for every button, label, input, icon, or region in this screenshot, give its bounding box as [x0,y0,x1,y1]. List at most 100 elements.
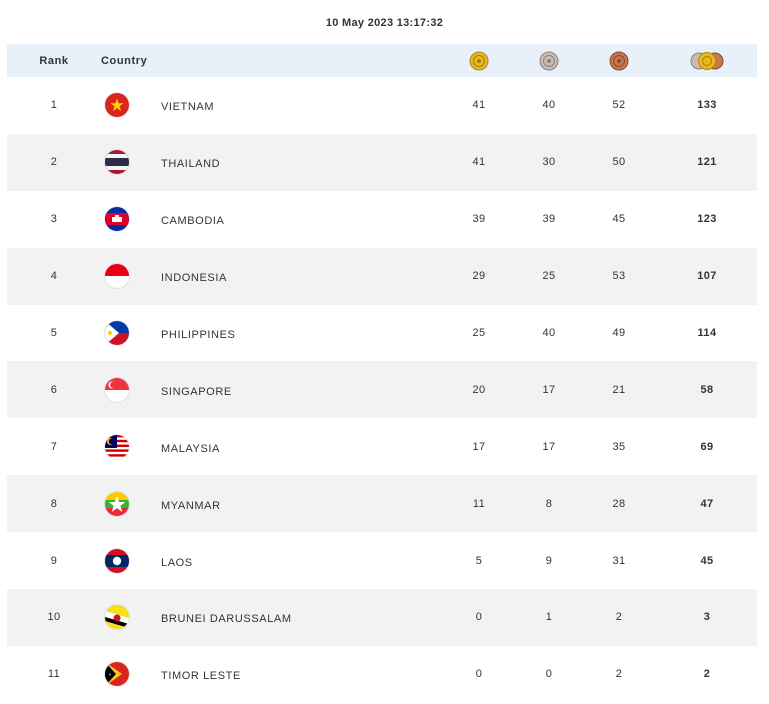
table-header: Rank Country [7,44,757,77]
total-count: 45 [700,554,714,567]
rank-header[interactable]: Rank [39,54,69,67]
country-name[interactable]: SINGAPORE [161,385,232,398]
table-row[interactable]: 9 LAOS 5 9 31 45 [7,532,757,589]
gold-count: 0 [475,611,483,624]
bronze-count: 2 [615,611,623,624]
gold-count: 20 [472,383,486,396]
gold-count: 0 [475,668,483,681]
country-header[interactable]: Country [101,54,148,67]
table-row[interactable]: 2 THAILAND 41 30 50 121 [7,133,757,191]
gold-count: 11 [472,497,486,510]
gold-count: 41 [472,156,486,169]
table-row[interactable]: 1 VIETNAM 41 40 52 133 [7,77,757,134]
total-count: 133 [697,99,717,112]
silver-count: 17 [542,383,556,396]
flag-cell [101,361,161,418]
gold-count: 39 [472,213,486,226]
bronze-count: 52 [612,99,626,112]
flag-cell [101,589,161,646]
gold-header[interactable] [441,44,517,77]
gold-count: 5 [475,554,483,567]
thailand-flag-icon [105,150,129,175]
bronze-count: 53 [612,270,626,283]
bronze-count: 45 [612,213,626,226]
silver-count: 9 [545,554,553,567]
rank-cell: 11 [47,668,61,681]
rank-cell: 8 [50,497,58,510]
indonesia-flag-icon [105,264,129,289]
country-name[interactable]: THAILAND [161,158,221,171]
timor-leste-flag-icon [105,662,129,687]
silver-header[interactable] [517,44,581,77]
flag-cell [101,77,161,134]
country-name[interactable]: MYANMAR [161,499,221,512]
country-name[interactable]: TIMOR LESTE [161,670,241,683]
silver-count: 8 [545,497,553,510]
total-count: 114 [697,327,717,339]
bronze-count: 2 [615,668,623,681]
total-count: 58 [700,383,714,396]
bronze-count: 28 [612,497,626,510]
table-row[interactable]: 4 INDONESIA 29 25 53 107 [7,247,757,305]
gold-medal-icon [469,51,489,71]
rank-cell: 3 [50,213,58,226]
bronze-medal-icon [609,51,629,71]
flag-cell [101,532,161,589]
silver-count: 40 [542,327,556,339]
table-row[interactable]: 6 SINGAPORE 20 17 21 58 [7,361,757,419]
total-count: 47 [700,497,714,510]
country-name[interactable]: VIETNAM [161,101,215,114]
gold-count: 17 [472,440,486,453]
total-count: 107 [697,270,717,283]
bronze-count: 21 [612,383,626,396]
silver-count: 25 [542,270,556,283]
myanmar-flag-icon [105,491,129,516]
gold-count: 29 [472,270,486,283]
table-row[interactable]: 7 MALAYSIA 17 17 35 69 [7,418,757,475]
flag-cell [101,248,161,305]
rank-cell: 2 [50,156,58,169]
silver-count: 39 [542,213,556,226]
gold-count: 41 [472,99,486,112]
rank-cell: 9 [50,554,58,567]
singapore-flag-icon [105,377,129,402]
brunei-flag-icon [105,605,129,630]
table-row[interactable]: 10 BRUNEI DARUSSALAM 0 1 2 3 [7,589,757,646]
flag-cell [101,134,161,191]
rank-cell: 7 [50,440,58,453]
total-count: 3 [703,611,711,624]
flag-cell [101,475,161,532]
bronze-count: 49 [612,327,626,339]
malaysia-flag-icon [105,434,129,459]
timestamp: 10 May 2023 13:17:32 [325,17,444,29]
flag-cell [101,418,161,475]
total-count: 2 [703,668,711,681]
flag-cell [101,646,161,703]
total-header[interactable] [657,44,757,77]
rank-cell: 5 [50,327,58,339]
total-medals-icon [690,51,724,71]
vietnam-flag-icon [105,93,129,118]
bronze-count: 31 [612,554,626,567]
rank-cell: 4 [50,270,58,283]
table-row[interactable]: 11 TIMOR LESTE 0 0 2 2 [7,646,757,703]
table-row[interactable]: 8 MYANMAR 11 8 28 47 [7,475,757,533]
table-row[interactable]: 3 CAMBODIA 39 39 45 123 [7,191,757,248]
total-count: 121 [697,156,717,169]
table-row[interactable]: 5 PHILIPPINES 25 40 49 114 [7,305,757,362]
country-name[interactable]: PHILIPPINES [161,329,236,341]
country-name[interactable]: CAMBODIA [161,215,225,228]
country-name[interactable]: LAOS [161,556,193,569]
flag-cell [101,305,161,362]
total-count: 69 [700,440,714,453]
country-name[interactable]: MALAYSIA [161,442,221,455]
rank-cell: 10 [47,611,61,624]
country-name[interactable]: BRUNEI DARUSSALAM [161,613,292,626]
cambodia-flag-icon [105,207,129,232]
total-count: 123 [697,213,717,226]
country-name[interactable]: INDONESIA [161,272,227,285]
rank-cell: 1 [50,99,58,112]
flag-cell [101,191,161,248]
bronze-header[interactable] [581,44,657,77]
bronze-count: 35 [612,440,626,453]
